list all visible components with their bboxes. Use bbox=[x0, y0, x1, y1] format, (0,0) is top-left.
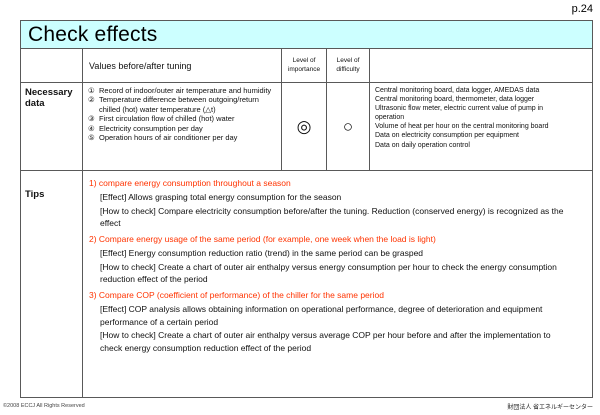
header-sources-cell bbox=[370, 49, 592, 83]
tip-how-to-check: [How to check] Create a chart of outer a… bbox=[100, 330, 551, 353]
item-text: Operation hours of air conditioner per d… bbox=[99, 132, 238, 142]
header-empty-cell bbox=[21, 49, 83, 83]
data-source-line: Volume of heat per hour on the central m… bbox=[375, 123, 549, 131]
item-number: ③ bbox=[88, 114, 95, 124]
content-table: Values before/after tuning Level of impo… bbox=[21, 49, 592, 397]
slide-frame: Check effects Values before/after tuning… bbox=[20, 20, 593, 398]
copyright-text: ©2008 ECCJ All Rights Reserved bbox=[3, 403, 85, 409]
title-bar: Check effects bbox=[21, 21, 592, 49]
tip-how-to-check: [How to check] Compare electricity consu… bbox=[100, 205, 564, 229]
tip-heading: 1) compare energy consumption throughout… bbox=[89, 178, 291, 188]
importance-rating-symbol: ◎ bbox=[282, 83, 327, 171]
item-text: Electricity consumption per day bbox=[99, 123, 203, 133]
necessary-data-item: ③ First circulation flow of chilled (hot… bbox=[88, 114, 277, 123]
data-source-line: Ultrasonic flow meter, electric current … bbox=[375, 105, 544, 122]
organization-text: 財団法人 省エネルギーセンター bbox=[507, 405, 593, 411]
page-title: Check effects bbox=[28, 22, 158, 46]
item-number: ② bbox=[88, 95, 95, 105]
data-source-line: Central monitoring board, thermometer, d… bbox=[375, 96, 535, 104]
header-values: Values before/after tuning bbox=[83, 49, 282, 83]
item-text: Record of indoor/outer air temperature a… bbox=[99, 86, 272, 95]
tips-content: 1) compare energy consumption throughout… bbox=[83, 171, 592, 397]
tip-effect: [Effect] COP analysis allows obtaining i… bbox=[100, 303, 543, 327]
necessary-data-item: ⑤ Operation hours of air conditioner per… bbox=[88, 133, 277, 142]
data-source-line: Data on electricity consumption per equi… bbox=[375, 132, 519, 140]
necessary-data-item: ④ Electricity consumption per day bbox=[88, 124, 277, 133]
item-number: ⑤ bbox=[88, 132, 95, 142]
header-importance: Level of importance bbox=[282, 49, 327, 83]
row-label-necessary-data: Necessary data bbox=[21, 83, 83, 171]
necessary-data-item: ② Temperature difference between outgoin… bbox=[88, 95, 277, 114]
tip-how-to-check: [How to check] Create a chart of outer a… bbox=[100, 261, 557, 285]
tip-effect: [Effect] Energy consumption reduction ra… bbox=[100, 247, 424, 258]
tip-heading: 2) Compare energy usage of the same peri… bbox=[89, 234, 436, 244]
item-text: First circulation flow of chilled (hot) … bbox=[99, 114, 235, 124]
necessary-data-list: ① Record of indoor/outer air temperature… bbox=[83, 83, 282, 171]
tip-heading: 3) Compare COP (coefficient of performan… bbox=[89, 290, 384, 300]
page-number: p.24 bbox=[571, 3, 593, 15]
tip-effect: [Effect] Allows grasping total energy co… bbox=[100, 191, 342, 202]
necessary-data-item: ① Record of indoor/outer air temperature… bbox=[88, 86, 277, 95]
row-label-tips: Tips bbox=[21, 171, 83, 397]
data-source-line: Central monitoring board, data logger, A… bbox=[375, 87, 540, 94]
data-source-line: Data on daily operation control bbox=[375, 141, 470, 149]
header-difficulty: Level of difficulty bbox=[327, 49, 370, 83]
item-number: ④ bbox=[88, 123, 95, 133]
data-sources-list: Central monitoring board, data logger, A… bbox=[370, 83, 592, 171]
item-number: ① bbox=[88, 86, 95, 95]
item-text: Temperature difference between outgoing/… bbox=[99, 95, 259, 114]
difficulty-rating-symbol: ○ bbox=[327, 83, 370, 171]
